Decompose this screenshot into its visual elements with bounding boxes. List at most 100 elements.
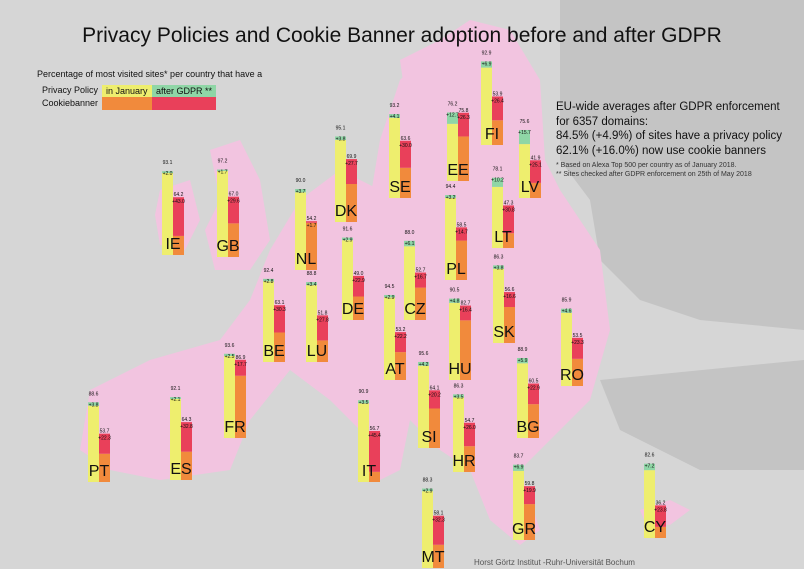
- privacy-bar-january-si: [418, 365, 429, 448]
- cookie-increase-label-ee: +26.3: [457, 115, 470, 121]
- privacy-bar-january-ie: [162, 173, 173, 255]
- privacy-value-gr: 83.7: [514, 454, 524, 460]
- cookie-bar-january-mt: [433, 544, 444, 568]
- cookie-bar-increase-cz: [415, 272, 426, 288]
- privacy-bar-increase-pl: [445, 195, 456, 198]
- privacy-bar-increase-hr: [453, 394, 464, 398]
- cookie-bar-increase-be: [274, 305, 285, 333]
- privacy-value-gb: 97.2: [218, 159, 228, 165]
- privacy-bar-increase-at: [384, 294, 395, 298]
- cookie-increase-label-it: +45.4: [368, 433, 381, 439]
- cookie-value-de: 49.0: [354, 271, 364, 277]
- country-label-ee: EE: [447, 162, 468, 179]
- cookie-increase-label-at: +22.2: [394, 334, 407, 340]
- cookie-increase-label-be: +30.3: [273, 307, 286, 313]
- cookie-increase-label-cz: +16.7: [414, 275, 427, 281]
- country-label-at: AT: [385, 361, 404, 378]
- cookie-bar-increase-si: [429, 390, 440, 409]
- privacy-bar-january-fi: [481, 67, 492, 145]
- cookie-bar-increase-hu: [460, 305, 471, 321]
- cookie-value-lu: 51.8: [318, 310, 328, 316]
- legend-swatch-after: after GDPR **: [152, 85, 216, 97]
- privacy-increase-label-si: +4.2: [419, 362, 429, 368]
- privacy-bar-increase-ro: [561, 308, 572, 313]
- country-label-de: DE: [342, 301, 364, 318]
- privacy-increase-label-de: +2.9: [343, 238, 353, 244]
- privacy-bar-january-it: [358, 403, 369, 482]
- cookie-increase-label-pt: +22.3: [98, 436, 111, 442]
- privacy-bar-january-bg: [517, 363, 528, 438]
- privacy-value-fr: 93.6: [225, 343, 235, 349]
- country-label-si: SI: [421, 429, 436, 446]
- cookie-value-si: 64.1: [430, 385, 440, 391]
- cookie-bar-increase-es: [181, 422, 192, 452]
- privacy-bar-january-sk: [493, 268, 504, 343]
- cookie-increase-label-fr: +17.7: [234, 362, 247, 368]
- cookie-increase-label-lu: +27.8: [316, 317, 329, 323]
- country-label-fi: FI: [485, 126, 499, 143]
- country-label-pt: PT: [89, 463, 110, 480]
- privacy-bar-increase-hu: [449, 298, 460, 303]
- cookie-value-ie: 64.2: [174, 192, 184, 198]
- cookie-value-be: 63.1: [275, 300, 285, 306]
- cookie-value-at: 53.2: [396, 327, 406, 333]
- country-label-gb: GB: [216, 238, 239, 255]
- cookie-bar-january-be: [274, 332, 285, 362]
- privacy-value-lv: 75.6: [520, 119, 530, 125]
- privacy-increase-label-fi: +6.9: [482, 61, 492, 67]
- cookie-value-fi: 53.9: [493, 91, 503, 97]
- legend-swatch-cookie-january: [102, 97, 152, 110]
- cookie-bar-january-ie: [173, 235, 184, 255]
- privacy-increase-label-cy: +7.2: [645, 464, 655, 470]
- country-label-hu: HU: [448, 361, 471, 378]
- cookie-value-hr: 54.7: [465, 418, 475, 424]
- privacy-bar-january-nl: [295, 192, 306, 270]
- cookie-bar-increase-it: [369, 430, 380, 472]
- cookie-bar-increase-nl: [306, 221, 317, 223]
- footnote-1: * Based on Alexa Top 500 per country as …: [556, 162, 737, 169]
- privacy-bar-increase-lu: [306, 282, 317, 286]
- cookie-bar-january-bg: [528, 404, 539, 438]
- privacy-bar-increase-cy: [644, 463, 655, 471]
- privacy-increase-label-nl: +3.7: [296, 189, 306, 195]
- legend-caption: Percentage of most visited sites* per co…: [37, 69, 263, 79]
- country-label-gr: GR: [512, 521, 536, 538]
- privacy-bar-january-es: [170, 399, 181, 480]
- privacy-value-es: 92.1: [171, 386, 181, 392]
- privacy-bar-increase-lv: [519, 129, 530, 145]
- cookie-bar-january-nl: [306, 222, 317, 270]
- cookie-bar-january-hr: [464, 446, 475, 472]
- cookie-increase-label-fi: +26.4: [491, 98, 504, 104]
- privacy-increase-label-fr: +2.5: [225, 354, 235, 360]
- country-label-lu: LU: [307, 343, 327, 360]
- privacy-bar-increase-de: [342, 237, 353, 241]
- privacy-value-cy: 82.6: [645, 453, 655, 459]
- privacy-increase-label-ie: +2.0: [163, 171, 173, 177]
- cookie-value-bg: 60.5: [529, 379, 539, 385]
- cookie-bar-january-hu: [460, 320, 471, 380]
- privacy-bar-increase-si: [418, 361, 429, 366]
- privacy-increase-label-sk: +3.8: [494, 265, 504, 271]
- cookie-value-cz: 52.7: [416, 268, 426, 274]
- country-label-es: ES: [170, 461, 191, 478]
- cookie-value-sk: 56.6: [505, 287, 515, 293]
- privacy-bar-increase-it: [358, 400, 369, 404]
- cookie-value-nl: 54.2: [307, 216, 317, 222]
- legend-swatch-cookie-after: [152, 97, 216, 110]
- cookie-increase-label-cy: +23.8: [654, 507, 667, 513]
- cookie-bar-increase-at: [395, 332, 406, 353]
- privacy-bar-january-gr: [513, 470, 524, 540]
- privacy-value-pl: 94.4: [446, 184, 456, 190]
- privacy-increase-label-pl: +3.2: [446, 195, 456, 201]
- credit: Horst Görtz Institut -Ruhr-Universität B…: [474, 558, 635, 567]
- privacy-value-ro: 85.9: [562, 298, 572, 304]
- cookie-bar-increase-mt: [433, 515, 444, 545]
- legend-label-privacy: Privacy Policy: [41, 85, 98, 95]
- cookie-bar-increase-dk: [346, 159, 357, 185]
- cookie-increase-label-sk: +16.6: [503, 294, 516, 300]
- privacy-value-dk: 95.1: [336, 125, 346, 131]
- privacy-value-lu: 88.8: [307, 271, 317, 277]
- country-label-ro: RO: [560, 367, 584, 384]
